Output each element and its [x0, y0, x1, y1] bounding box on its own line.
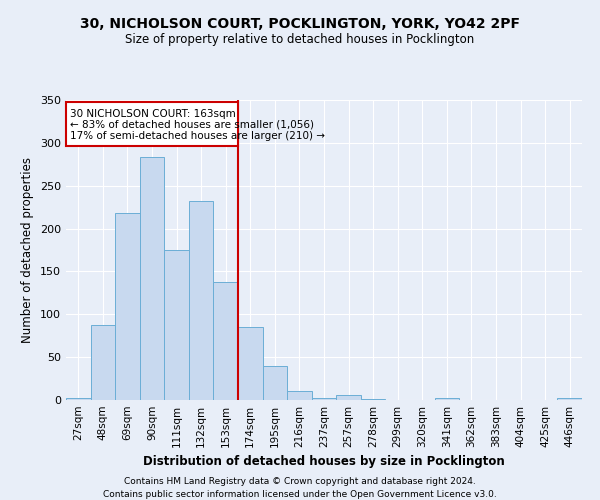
Bar	[336, 395, 361, 400]
Text: 17% of semi-detached houses are larger (210) →: 17% of semi-detached houses are larger (…	[70, 131, 325, 141]
Bar	[287, 392, 312, 400]
Text: Contains HM Land Registry data © Crown copyright and database right 2024.: Contains HM Land Registry data © Crown c…	[124, 478, 476, 486]
Bar	[263, 366, 287, 400]
Y-axis label: Number of detached properties: Number of detached properties	[22, 157, 34, 343]
Bar	[238, 327, 263, 400]
FancyBboxPatch shape	[66, 102, 238, 146]
Bar	[115, 213, 140, 400]
Text: 30 NICHOLSON COURT: 163sqm: 30 NICHOLSON COURT: 163sqm	[70, 108, 235, 118]
Bar	[557, 398, 582, 400]
Bar	[361, 399, 385, 400]
Bar	[140, 156, 164, 400]
Bar	[66, 398, 91, 400]
Text: 30, NICHOLSON COURT, POCKLINGTON, YORK, YO42 2PF: 30, NICHOLSON COURT, POCKLINGTON, YORK, …	[80, 18, 520, 32]
Bar	[189, 201, 214, 400]
Bar	[312, 398, 336, 400]
Bar	[164, 250, 189, 400]
Bar	[91, 326, 115, 400]
X-axis label: Distribution of detached houses by size in Pocklington: Distribution of detached houses by size …	[143, 456, 505, 468]
Text: Contains public sector information licensed under the Open Government Licence v3: Contains public sector information licen…	[103, 490, 497, 499]
Text: Size of property relative to detached houses in Pocklington: Size of property relative to detached ho…	[125, 32, 475, 46]
Bar	[434, 398, 459, 400]
Bar	[214, 282, 238, 400]
Text: ← 83% of detached houses are smaller (1,056): ← 83% of detached houses are smaller (1,…	[70, 120, 314, 130]
